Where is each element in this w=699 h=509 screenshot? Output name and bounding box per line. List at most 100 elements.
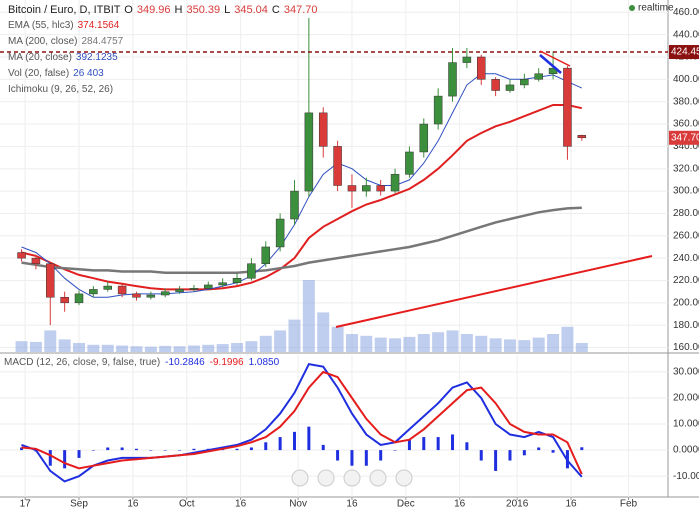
volume-bar	[389, 338, 402, 352]
ohlc-value: 345.04	[234, 4, 268, 16]
histogram-bar	[479, 450, 483, 461]
candle-body	[491, 79, 500, 91]
histogram-bar	[292, 431, 296, 451]
histogram-bar	[522, 450, 526, 456]
candle-body	[577, 135, 587, 139]
volume-bar	[532, 337, 545, 352]
volume-bar	[73, 343, 86, 352]
y-tick-label: 280.00	[673, 208, 699, 219]
macd-value: 1.0850	[249, 357, 280, 368]
histogram-bar	[321, 444, 325, 451]
y-tick-label: 180.00	[673, 320, 699, 331]
histogram-bar	[364, 450, 368, 466]
volume-bar	[345, 334, 358, 352]
candle-body	[132, 293, 141, 298]
x-tick-label: Nov	[289, 499, 307, 509]
macd-title: MACD (12, 26, close, 9, false, true)	[4, 357, 160, 368]
volume-bar	[547, 334, 560, 352]
candle-body	[462, 56, 472, 63]
trend-line	[539, 50, 571, 67]
legend-entry: Ichimoku (9, 26, 52, 26)	[8, 84, 113, 95]
price-label-box	[669, 45, 699, 60]
histogram-bar	[508, 450, 512, 461]
y-tick-label: 20.0000	[673, 393, 699, 404]
histogram-bar	[551, 450, 555, 453]
volume-bar	[503, 339, 516, 352]
histogram-bar	[379, 450, 383, 461]
volume-bar	[360, 335, 373, 352]
candle-body	[261, 246, 271, 264]
volume-bar	[575, 343, 588, 352]
histogram-bar	[580, 447, 584, 451]
candle-body	[304, 112, 314, 192]
candle-body	[520, 79, 529, 86]
x-tick-label: 16	[235, 499, 247, 509]
y-tick-label: 360.00	[673, 119, 699, 130]
volume-bar	[173, 346, 186, 352]
volume-bar	[29, 341, 42, 352]
price-label: 424.45	[671, 47, 699, 58]
y-tick-label: 440.00	[673, 29, 699, 40]
volume-bar	[87, 344, 100, 352]
volume-bar	[489, 338, 502, 352]
y-tick-label: 380.00	[673, 96, 699, 107]
y-tick-label: 340.00	[673, 141, 699, 152]
candle-body	[146, 294, 156, 298]
histogram-bar	[134, 448, 138, 451]
candle-body	[189, 288, 199, 290]
histogram-bar	[77, 450, 81, 458]
zoom-in-button[interactable]	[369, 469, 387, 487]
scroll-left-button[interactable]	[343, 469, 361, 487]
candle-body	[534, 73, 543, 80]
candle-body	[318, 112, 328, 147]
x-tick-label: 17	[20, 499, 32, 509]
y-tick-label: 400.00	[673, 74, 699, 85]
volume-bar	[274, 330, 287, 352]
x-tick-label: 16	[565, 499, 577, 509]
legend-value: 26 403	[73, 68, 104, 79]
last-price-label: 347.70	[671, 132, 699, 143]
ohlc-name: C	[272, 4, 280, 16]
volume-bar	[216, 344, 229, 352]
legend-name: Ichimoku (9, 26, 52, 26)	[8, 84, 113, 95]
volume-bar	[475, 335, 488, 352]
histogram-bar	[20, 447, 24, 451]
legend-name: EMA (55, hlc3)	[8, 20, 74, 31]
histogram-bar	[350, 450, 354, 466]
y-tick-label: 260.00	[673, 230, 699, 241]
indicator-line	[21, 73, 583, 298]
reset-button[interactable]	[317, 469, 335, 487]
zoom-controls[interactable]	[291, 469, 413, 487]
candle-body	[476, 56, 486, 80]
histogram-bar	[63, 450, 67, 469]
histogram-bar	[278, 437, 282, 451]
y-tick-label: 0.0000	[673, 445, 699, 456]
candle-body	[89, 289, 98, 295]
candle-body	[17, 252, 26, 259]
volume-bar	[302, 280, 315, 352]
legend-name: MA (200, close)	[8, 36, 77, 47]
candle-body	[290, 190, 299, 220]
y-tick-label: 220.00	[673, 275, 699, 286]
y-tick-label: 160.00	[673, 342, 699, 353]
macd-legend: MACD (12, 26, close, 9, false, true) -10.…	[4, 357, 280, 368]
histogram-bar	[422, 437, 426, 451]
volume-bar	[403, 336, 416, 352]
candle-body	[347, 185, 357, 192]
ohlc-value: 350.39	[186, 4, 220, 16]
histogram-bar	[465, 442, 469, 451]
histogram-bar	[48, 450, 52, 466]
candle-body	[333, 146, 342, 186]
volume-bar	[245, 341, 258, 352]
legend-name: MA (20, close)	[8, 52, 72, 63]
histogram-bar	[407, 439, 411, 451]
x-tick-label: 16	[454, 499, 466, 509]
candle-body	[419, 123, 429, 153]
scroll-right-button[interactable]	[395, 469, 413, 487]
candle-body	[160, 291, 170, 296]
candle-body	[232, 277, 242, 283]
candle-body	[362, 185, 371, 192]
zoom-out-button[interactable]	[291, 469, 309, 487]
